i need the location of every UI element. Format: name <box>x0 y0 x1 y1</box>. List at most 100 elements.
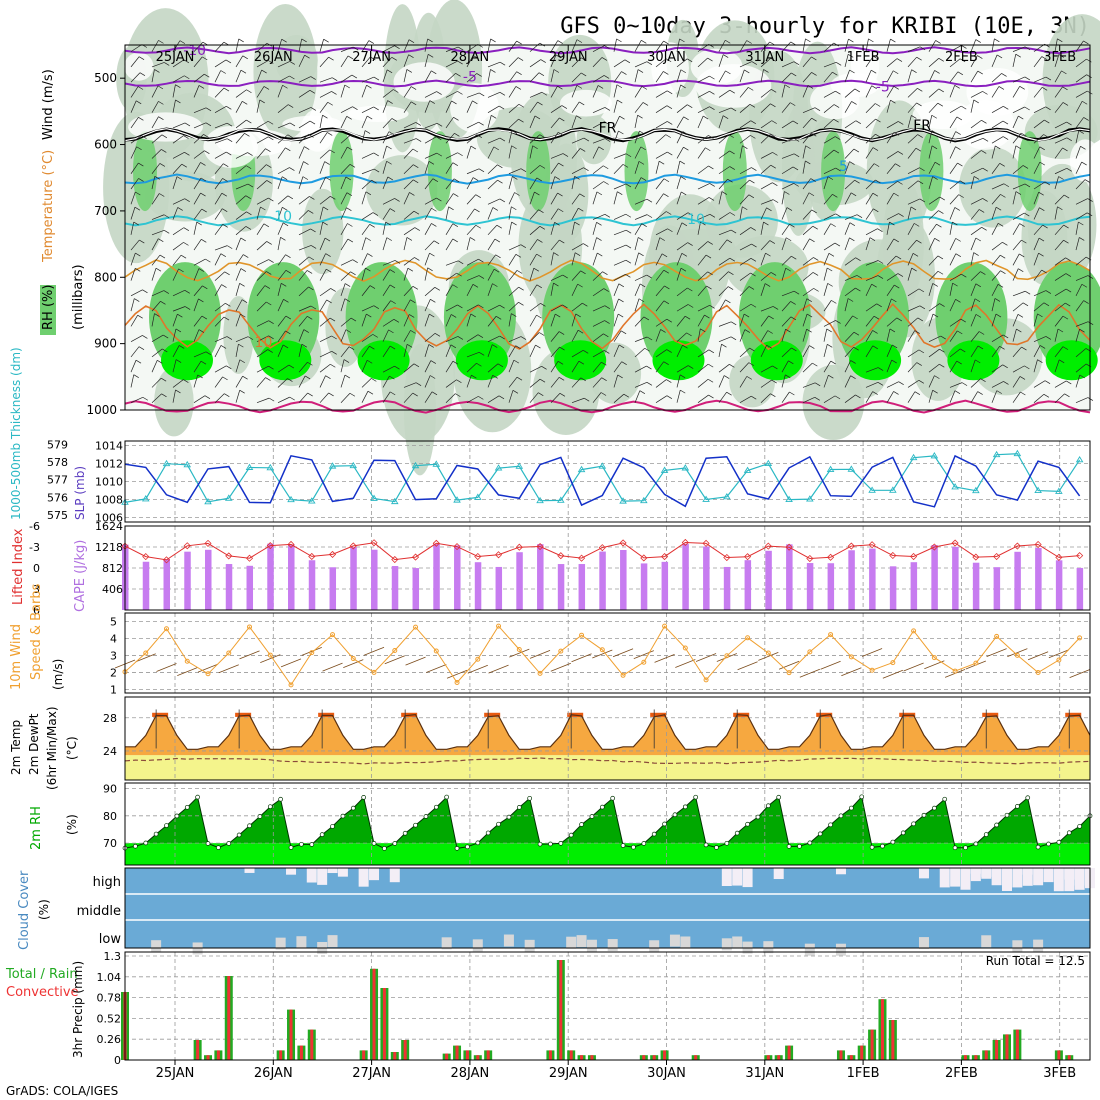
wind-barb-flag <box>667 90 673 95</box>
lifted-index-marker <box>951 539 959 547</box>
wind-barb <box>424 100 431 113</box>
wind-barb-flag <box>688 304 694 308</box>
wind-barb <box>886 221 890 235</box>
rh2m-marker <box>1035 844 1041 850</box>
wind-barb-flag <box>154 176 160 180</box>
wind-barb <box>550 313 556 327</box>
wind-speed-marker <box>994 633 1000 639</box>
wind-barb <box>886 344 893 358</box>
wind-barb-flag <box>368 40 375 44</box>
x-date-label: 25JAN <box>156 50 195 65</box>
temp-tick-label: 24 <box>103 745 117 758</box>
wind-barb <box>613 153 627 159</box>
wind-barb <box>760 199 774 205</box>
wind-barb <box>928 390 933 403</box>
wind-barb-flag <box>163 334 169 339</box>
wind-barb-flag <box>646 381 653 386</box>
wind-barb-flag <box>175 84 181 88</box>
cape-bar <box>412 568 420 610</box>
wind-barb <box>424 152 437 159</box>
wind-barb <box>1033 76 1047 83</box>
wind-barb <box>886 70 894 83</box>
wind-barb-flag <box>604 138 611 142</box>
wind-barb <box>970 70 979 83</box>
wind-barb <box>844 360 851 373</box>
wind-barb-flag <box>414 257 420 261</box>
wind-speed-marker <box>164 626 170 632</box>
wind-barb-flag <box>1003 105 1009 110</box>
wind-barb <box>172 40 181 52</box>
wind-barb-flag <box>1041 56 1048 60</box>
wind-barb <box>613 164 624 174</box>
rh-shading-mid <box>544 143 589 243</box>
wind-barb <box>1075 348 1087 358</box>
wind-barb-flag <box>604 320 610 324</box>
wind-barb-flag <box>141 135 147 139</box>
wind-barb-flag <box>932 389 938 394</box>
wind-barb-flag <box>810 178 816 182</box>
wind-barb-flag <box>263 86 270 90</box>
wind-barb-flag <box>198 85 205 89</box>
wind-barb <box>529 134 541 144</box>
wind-barb-flag <box>1018 268 1024 272</box>
wind-barb <box>928 223 937 236</box>
wind-barb <box>928 196 940 205</box>
wind-barb <box>802 107 816 114</box>
wind-barb <box>1075 161 1082 174</box>
rh2m-marker <box>797 843 802 849</box>
wind-barb <box>571 270 581 281</box>
wind-barb <box>277 254 286 266</box>
wind-barb <box>445 46 459 52</box>
wind-barb <box>865 303 877 312</box>
wind-barb <box>508 130 513 144</box>
wind-barb-flag <box>287 195 294 200</box>
wind-speed-marker <box>184 658 190 664</box>
wind-barb-flag <box>937 102 943 107</box>
wind-barb-flag <box>245 165 252 169</box>
wind-barb <box>991 183 1005 190</box>
wind-barb-flag <box>667 151 673 156</box>
wind-barb <box>508 313 512 327</box>
wind-barb-flag <box>597 85 604 89</box>
rh-shading-bright <box>161 340 213 381</box>
wind-barb-flag <box>583 243 589 247</box>
thickness-marker <box>474 493 482 500</box>
rh2m-marker <box>516 805 522 810</box>
wind-barb-flag <box>831 300 837 304</box>
wind-barb-flag <box>728 271 734 275</box>
wind-barb-flag <box>1066 167 1072 172</box>
rh-shading-green <box>919 131 944 212</box>
precip-convective-bar <box>963 1055 967 1060</box>
cape-bar <box>308 560 316 610</box>
wind-barb <box>907 69 912 83</box>
wind-barb <box>340 106 353 114</box>
precip-convective-bar <box>206 1055 210 1060</box>
wind-barb-flag <box>327 132 333 136</box>
wind-barb <box>487 238 496 251</box>
wind-barb <box>277 134 289 144</box>
wind-barb-flag <box>809 238 815 243</box>
wind-barb-flag <box>330 196 336 200</box>
wind-barb-flag <box>931 130 938 134</box>
wind-barb <box>928 348 940 358</box>
wind-barb-flag <box>889 221 895 226</box>
precip-convective-bar <box>974 1055 978 1060</box>
wind-barb <box>907 288 920 297</box>
wind-barb <box>361 346 370 358</box>
wind-barb-flag <box>996 54 1003 59</box>
rh2m-marker <box>319 832 325 837</box>
rh2m-base-fill <box>125 843 1090 865</box>
wind-barb-flag <box>1058 176 1064 180</box>
wind-barb-flag <box>897 151 904 155</box>
thickness-marker <box>1055 487 1063 494</box>
cloud-level-label: high <box>93 875 121 890</box>
wind-barb-flag <box>222 178 228 182</box>
wind-barb-flag <box>603 165 609 170</box>
wind-barb-flag <box>980 378 986 382</box>
wind-barb-flag <box>497 164 503 169</box>
wind-barb-flag <box>994 298 1001 302</box>
cloud-high-gap <box>1012 868 1023 888</box>
rh2m-marker <box>1046 841 1051 847</box>
thickness-marker <box>266 463 275 471</box>
wind-barb-flag <box>304 146 310 150</box>
